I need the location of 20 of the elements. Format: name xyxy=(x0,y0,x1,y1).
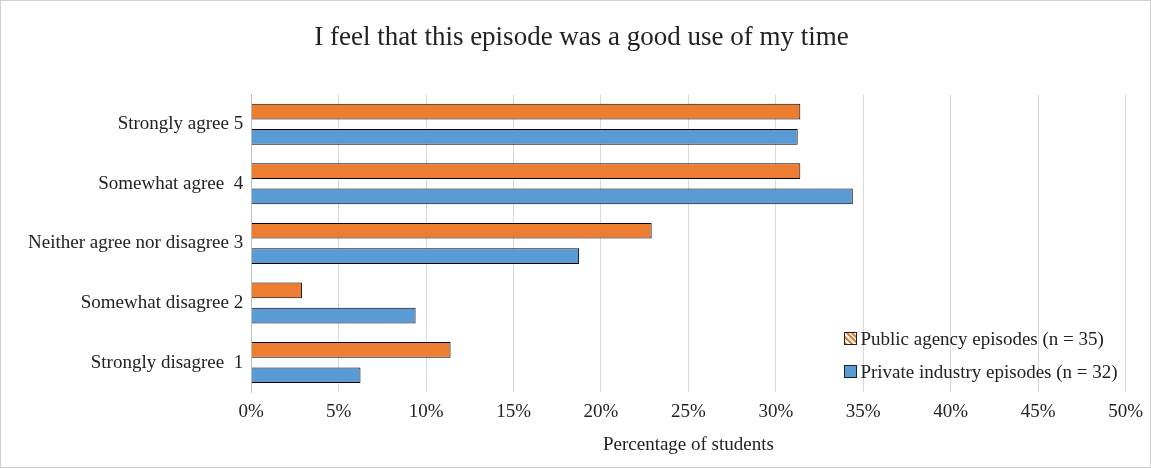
y-tick-label: Strongly agree 5 xyxy=(117,112,244,134)
x-tick-label: 0% xyxy=(238,399,265,421)
x-tick-label: 50% xyxy=(1108,399,1144,421)
legend-label: Public agency episodes (n = 35) xyxy=(860,327,1104,352)
x-tick-label: 25% xyxy=(670,399,706,421)
y-tick-label: Strongly disagree 1 xyxy=(90,350,244,372)
y-tick-label: Somewhat agree 4 xyxy=(98,171,244,193)
y-tick-label: Somewhat disagree 2 xyxy=(80,290,244,312)
x-tick-label: 30% xyxy=(758,399,794,421)
x-tick-label: 40% xyxy=(933,399,969,421)
x-tick-label: 10% xyxy=(408,399,444,421)
chart-title: I feel that this episode was a good use of my time xyxy=(314,21,849,52)
legend-label: Private industry episodes (n = 32) xyxy=(860,360,1118,385)
x-tick-label: 5% xyxy=(326,399,352,421)
x-tick-label: 35% xyxy=(845,399,881,421)
x-tick-label: 15% xyxy=(496,399,532,421)
x-tick-label: 20% xyxy=(583,399,619,421)
x-tick-label: 45% xyxy=(1020,399,1056,421)
y-tick-label: Neither agree nor disagree 3 xyxy=(27,231,244,253)
x-axis-title: Percentage of students xyxy=(602,432,774,454)
